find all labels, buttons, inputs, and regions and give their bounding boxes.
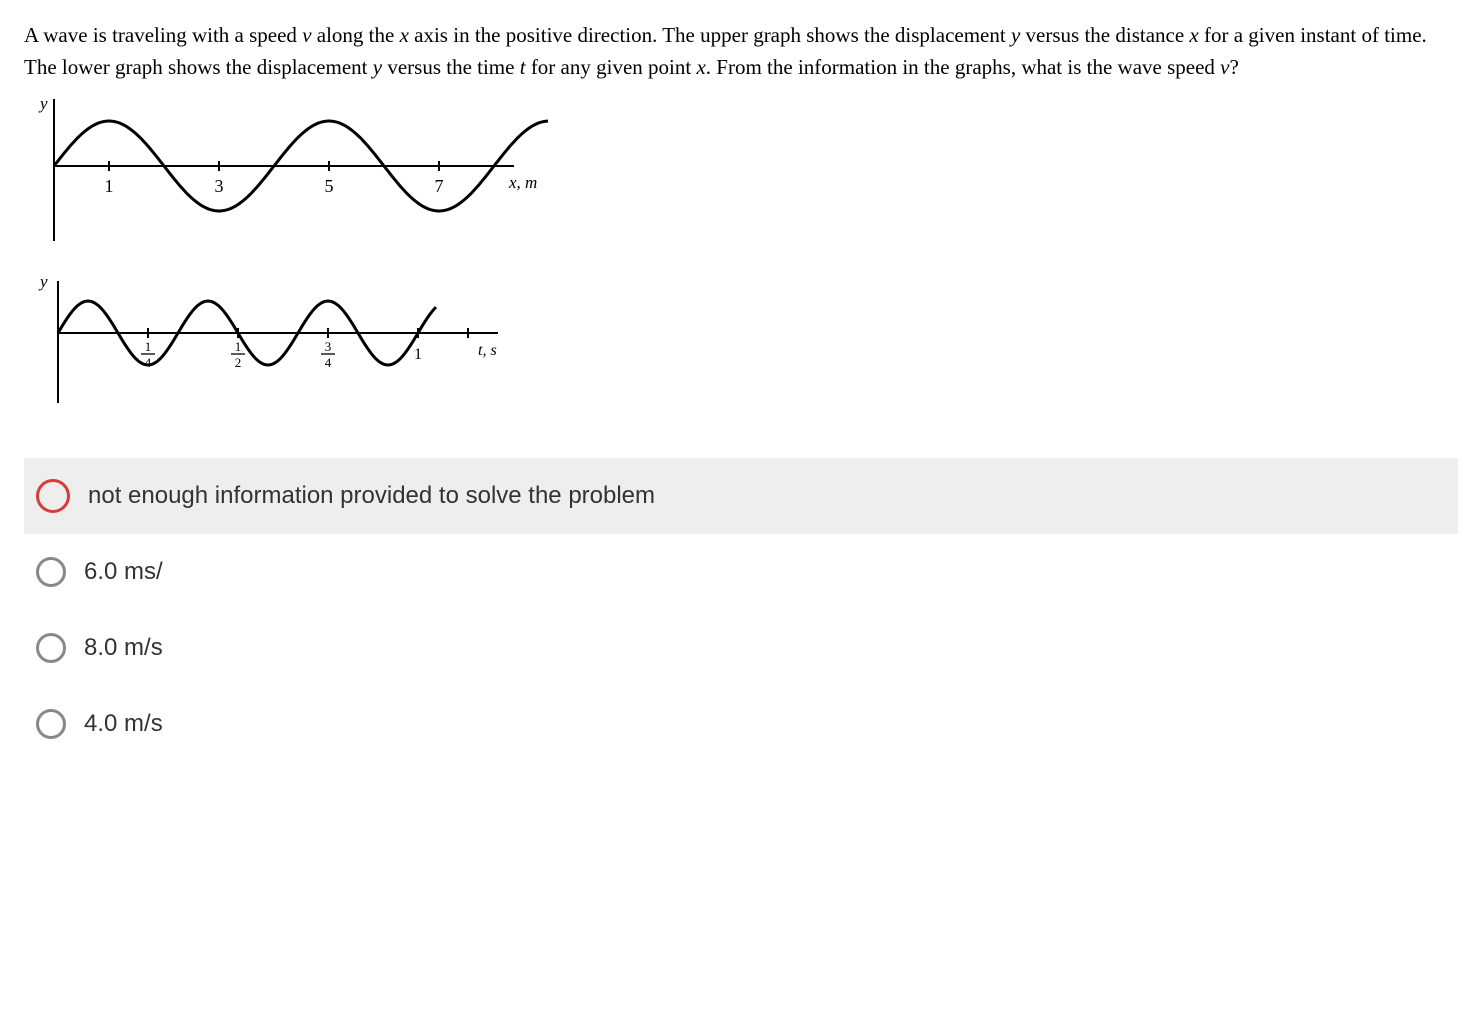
option-label: not enough information provided to solve… [88,478,655,514]
svg-text:7: 7 [435,176,444,196]
graph-y-vs-t: y1412341t, s [24,273,584,428]
answer-options: not enough information provided to solve… [24,458,1458,762]
svg-text:5: 5 [325,176,334,196]
radio-icon[interactable] [36,557,66,587]
svg-text:4: 4 [145,355,152,370]
radio-icon[interactable] [36,709,66,739]
svg-text:1: 1 [105,176,114,196]
answer-option-3[interactable]: 4.0 m/s [24,686,1458,762]
radio-icon[interactable] [36,479,70,513]
question-text: A wave is traveling with a speed v along… [24,20,1458,83]
graph-y-vs-x: y 1 3 5 7 x, m [24,91,584,261]
svg-text:1: 1 [414,346,422,363]
svg-text:x, m: x, m [508,173,537,192]
svg-text:3: 3 [215,176,224,196]
answer-option-1[interactable]: 6.0 ms/ [24,534,1458,610]
svg-text:4: 4 [325,355,332,370]
svg-text:1: 1 [235,339,242,354]
radio-icon[interactable] [36,633,66,663]
svg-text:2: 2 [235,355,242,370]
answer-option-2[interactable]: 8.0 m/s [24,610,1458,686]
option-label: 8.0 m/s [84,630,163,666]
svg-text:t, s: t, s [478,342,497,359]
option-label: 6.0 ms/ [84,554,163,590]
svg-text:1: 1 [145,339,152,354]
svg-text:y: y [38,94,48,113]
svg-text:3: 3 [325,339,332,354]
option-label: 4.0 m/s [84,706,163,742]
answer-option-0[interactable]: not enough information provided to solve… [24,458,1458,534]
svg-text:y: y [38,273,48,291]
graphs-container: y1357x, m y1412341t, s [24,91,1458,428]
